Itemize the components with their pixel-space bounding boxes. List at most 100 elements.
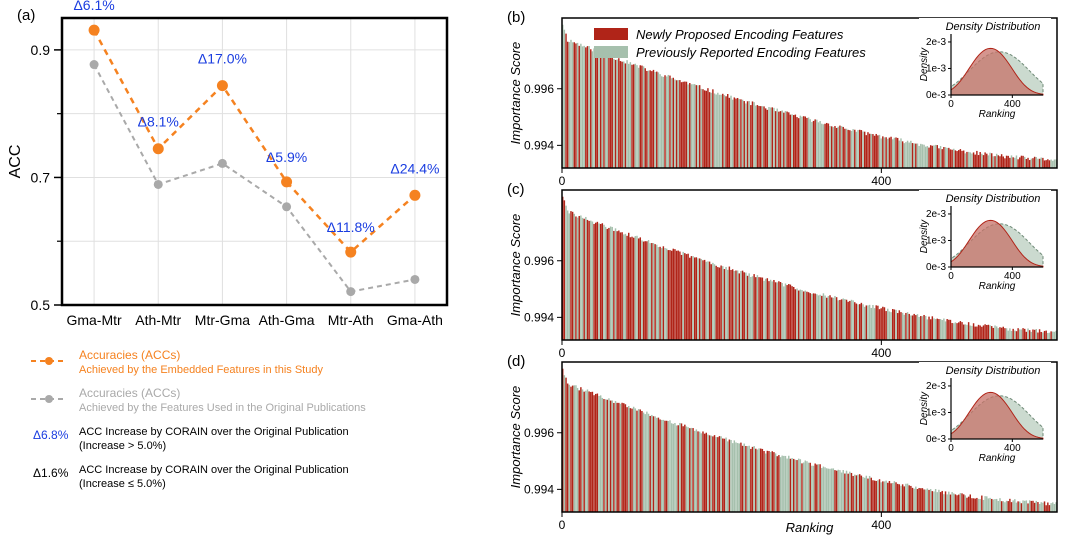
importance-bar [839, 470, 840, 512]
importance-bar [1050, 503, 1051, 512]
importance-bar [704, 260, 705, 340]
importance-bar [597, 222, 598, 340]
importance-bar [970, 326, 971, 340]
legend-title: Accuracies (ACCs) [79, 348, 180, 362]
importance-bar [762, 449, 763, 512]
importance-bar [635, 64, 636, 168]
importance-bar [918, 317, 919, 340]
importance-bar [902, 484, 903, 512]
importance-bar [757, 449, 758, 512]
importance-bar [895, 137, 896, 168]
panel-a: (a)0.50.70.9ACCGma-MtrAth-MtrMtr-GmaAth-… [7, 0, 447, 490]
importance-bar [679, 423, 680, 512]
importance-bar [744, 272, 745, 340]
importance-bar [668, 75, 669, 168]
panel-a-marker-original [90, 60, 99, 69]
importance-bar [836, 297, 837, 340]
importance-bar [808, 292, 809, 340]
importance-bar [910, 141, 911, 168]
importance-bar [864, 478, 865, 512]
importance-bar [773, 280, 774, 340]
importance-bar [775, 282, 776, 340]
importance-bar [1042, 503, 1043, 512]
importance-bar [791, 458, 792, 512]
importance-bar [847, 474, 848, 512]
importance-bar [704, 434, 705, 512]
importance-bar [803, 291, 804, 340]
importance-bar [1052, 332, 1053, 340]
importance-bar [808, 463, 809, 512]
importance-bar [900, 312, 901, 340]
importance-bar [904, 486, 905, 512]
inset-ylabel: Density [919, 391, 930, 425]
importance-bar [935, 319, 936, 340]
importance-bar [730, 440, 731, 512]
importance-bar [643, 242, 644, 340]
importance-bar [631, 409, 632, 512]
importance-bar [709, 262, 710, 340]
importance-bar [682, 426, 683, 512]
importance-bar [612, 227, 613, 340]
importance-bar [694, 84, 695, 168]
importance-bar [681, 255, 682, 340]
importance-bar [732, 443, 733, 512]
importance-bar [813, 293, 814, 340]
importance-bar [785, 456, 786, 512]
panel-a-xtick-label: Mtr-Gma [195, 312, 250, 328]
importance-bar [932, 146, 933, 168]
importance-bar [613, 231, 614, 340]
importance-bar [968, 322, 969, 340]
importance-bar [630, 62, 631, 168]
importance-bar [1034, 503, 1035, 512]
importance-bar [993, 500, 994, 512]
importance-bar [590, 49, 591, 168]
importance-bar [805, 460, 806, 512]
importance-bar [1004, 328, 1005, 340]
importance-bar [1039, 504, 1040, 512]
importance-bar [748, 101, 749, 168]
importance-bar [623, 61, 624, 168]
importance-bar [900, 138, 901, 168]
importance-bar [616, 60, 617, 168]
importance-bar [971, 154, 972, 168]
importance-bar [1006, 156, 1007, 168]
importance-bar [918, 146, 919, 168]
importance-bar [613, 403, 614, 512]
panel-a-ytick-label: 0.5 [31, 297, 51, 313]
importance-bar [1047, 159, 1048, 168]
importance-bar [913, 143, 914, 168]
importance-bar [1054, 160, 1055, 168]
importance-bar [564, 375, 565, 512]
importance-bar [686, 254, 687, 340]
importance-bar [740, 99, 741, 168]
importance-bar [887, 309, 888, 340]
importance-bar [674, 423, 675, 512]
importance-bar [760, 106, 761, 168]
importance-bar [912, 488, 913, 512]
importance-bar [659, 74, 660, 168]
importance-bar [600, 224, 601, 340]
importance-bar [696, 429, 697, 512]
importance-bar [880, 308, 881, 340]
importance-bar [869, 305, 870, 340]
importance-bar [598, 396, 599, 512]
importance-bar [631, 65, 632, 168]
importance-bar [598, 223, 599, 340]
importance-bar [844, 299, 845, 340]
importance-bar [734, 271, 735, 340]
panel-c: (c)Importance Score0.9940.9960400Density… [507, 181, 1057, 360]
importance-bar [720, 266, 721, 340]
importance-bar [1017, 159, 1018, 168]
importance-bar [1044, 331, 1045, 340]
importance-bar [811, 294, 812, 340]
legend-subtitle: (Increase > 5.0%) [79, 440, 166, 452]
importance-bar [859, 474, 860, 512]
importance-bar [824, 124, 825, 168]
importance-bar [569, 385, 570, 512]
importance-bar [648, 414, 649, 512]
importance-bar [852, 300, 853, 340]
importance-bar [877, 306, 878, 340]
importance-bar [612, 400, 613, 512]
importance-bar [818, 464, 819, 512]
importance-bar [1016, 331, 1017, 340]
